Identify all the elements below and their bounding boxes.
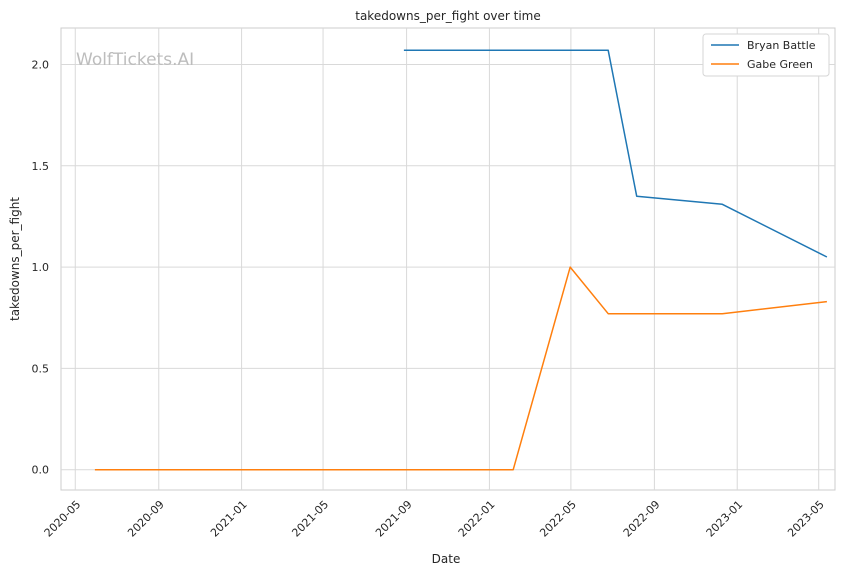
x-tick-label: 2023-01 bbox=[704, 498, 746, 540]
y-tick-label: 0.0 bbox=[32, 464, 50, 477]
chart-title: takedowns_per_fight over time bbox=[355, 9, 541, 23]
y-tick-label: 2.0 bbox=[32, 58, 50, 71]
series-line-bryan-battle bbox=[403, 49, 828, 258]
x-tick-label: 2021-05 bbox=[289, 498, 331, 540]
y-axis-label: takedowns_per_fight bbox=[8, 197, 22, 321]
plot-area bbox=[60, 27, 836, 491]
x-tick-label: 2020-09 bbox=[125, 498, 167, 540]
y-tick-label: 1.5 bbox=[32, 160, 50, 173]
legend: Bryan Battle Gabe Green bbox=[702, 33, 830, 77]
legend-label-gabe-green: Gabe Green bbox=[747, 58, 813, 71]
y-tick-label: 0.5 bbox=[32, 362, 50, 375]
legend-label-bryan-battle: Bryan Battle bbox=[747, 39, 816, 52]
x-tick-label: 2021-01 bbox=[208, 498, 250, 540]
x-tick-label: 2023-05 bbox=[785, 498, 827, 540]
series-line-gabe-green bbox=[94, 266, 827, 471]
x-tick-label: 2022-09 bbox=[621, 498, 663, 540]
x-tick-label: 2021-09 bbox=[373, 498, 415, 540]
x-axis-label: Date bbox=[432, 552, 461, 566]
x-tick-label: 2020-05 bbox=[42, 498, 84, 540]
x-tick-label: 2022-01 bbox=[456, 498, 498, 540]
y-tick-label: 1.0 bbox=[32, 261, 50, 274]
series-layer bbox=[94, 49, 828, 471]
grid bbox=[61, 28, 835, 490]
x-tick-label: 2022-05 bbox=[537, 498, 579, 540]
watermark: WolfTickets.AI bbox=[76, 50, 194, 70]
